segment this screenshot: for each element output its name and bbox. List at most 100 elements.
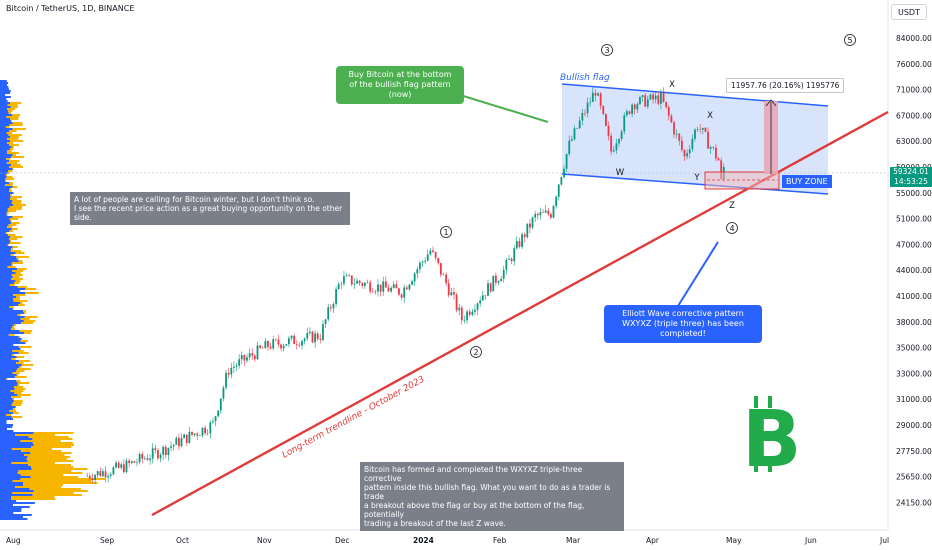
volume-profile-bar <box>20 478 105 480</box>
candle-body <box>636 104 639 110</box>
volume-profile-bar <box>0 304 19 306</box>
flag-upper-line <box>561 83 829 107</box>
volume-profile-bar <box>0 420 7 422</box>
candle-body <box>398 288 400 295</box>
volume-profile-bar <box>0 142 8 144</box>
candle-body <box>605 114 607 126</box>
volume-profile-bar <box>0 434 16 436</box>
volume-profile-bar <box>0 454 25 456</box>
volume-profile-bar <box>0 266 8 268</box>
candle-body <box>151 448 154 459</box>
candle-body <box>720 160 723 180</box>
volume-profile-bar <box>15 280 21 282</box>
volume-profile-bar <box>0 136 11 138</box>
candle-body <box>508 258 510 260</box>
bitcoin-winter-note: A lot of people are calling for Bitcoin … <box>70 192 350 225</box>
candle-body <box>673 122 675 135</box>
candle-body <box>387 287 390 292</box>
volume-profile-bar <box>0 288 26 290</box>
candle-body <box>154 448 157 451</box>
volume-profile-bar <box>9 410 16 412</box>
candle-body <box>109 474 112 476</box>
candle-body <box>589 101 592 103</box>
volume-profile-bar <box>0 366 20 368</box>
candle-body <box>699 129 702 130</box>
candle-body <box>363 283 366 286</box>
candle-body <box>578 120 581 129</box>
candle-body <box>455 294 458 311</box>
candle-body <box>240 354 243 360</box>
volume-profile-bar <box>0 138 7 140</box>
volume-profile-bar <box>12 402 23 404</box>
volume-profile-bar <box>0 342 26 344</box>
volume-profile-bar <box>0 460 28 462</box>
currency-button[interactable]: USDT <box>891 4 927 20</box>
volume-profile-bar <box>17 368 31 370</box>
buy-zone-label: BUY ZONE <box>782 175 832 188</box>
volume-profile-bar <box>0 322 22 324</box>
volume-profile-bar <box>0 408 13 410</box>
volume-profile-bar <box>31 468 88 470</box>
wave-circle <box>440 226 452 238</box>
volume-profile-bar <box>0 256 17 258</box>
candle-body <box>340 283 343 285</box>
volume-profile-bar <box>13 412 19 414</box>
candle-body <box>413 273 416 282</box>
candle-body <box>707 131 709 149</box>
volume-profile-bar <box>0 90 11 92</box>
price-tick-label: 25650.00 <box>896 473 932 482</box>
time-tick-label: Dec <box>335 536 350 545</box>
volume-profile-bar <box>19 366 22 368</box>
wave-letter: X <box>707 111 713 121</box>
volume-profile-bar <box>31 466 74 468</box>
candle-body <box>348 275 351 276</box>
volume-profile-bar <box>6 158 11 160</box>
candle-body <box>618 138 620 144</box>
candle-body <box>667 107 670 116</box>
volume-profile-bar <box>0 168 13 170</box>
volume-profile-bar <box>0 248 12 250</box>
wave-letter: W <box>616 168 625 178</box>
volume-profile-bar <box>0 126 6 128</box>
volume-profile-bar <box>0 276 13 278</box>
candle-body <box>343 276 345 284</box>
volume-profile-bar <box>11 404 22 406</box>
candle-body <box>675 133 678 135</box>
volume-profile-bar <box>20 340 28 342</box>
candle-body <box>329 307 332 309</box>
volume-profile-bar <box>23 320 36 322</box>
volume-profile-bar <box>0 468 32 470</box>
candle-body <box>157 450 159 459</box>
candle-body <box>518 241 521 247</box>
volume-profile-bar <box>13 400 23 402</box>
volume-profile-bar <box>0 302 21 304</box>
candle-body <box>408 284 411 290</box>
volume-profile-bar <box>0 152 7 154</box>
volume-profile-bar <box>0 192 14 194</box>
volume-profile-bar <box>0 208 8 210</box>
candle-body <box>277 339 280 345</box>
candle-body <box>251 353 254 356</box>
volume-profile-bar <box>0 300 14 302</box>
volume-profile-bar <box>0 230 10 232</box>
volume-profile-bar <box>28 464 72 466</box>
volume-profile-bar <box>0 124 10 126</box>
volume-profile-bar <box>18 470 72 472</box>
candle-body <box>235 365 238 367</box>
volume-profile-bar <box>10 140 24 142</box>
volume-profile-bar <box>30 452 72 454</box>
candle-body <box>369 282 372 292</box>
candle-body <box>447 283 450 296</box>
volume-profile-bar <box>0 360 19 362</box>
volume-profile-bar <box>7 244 9 246</box>
volume-profile-bar <box>0 242 10 244</box>
volume-profile-bar <box>0 422 7 424</box>
volume-profile-bar <box>0 318 21 320</box>
volume-profile-bar <box>0 194 11 196</box>
volume-profile-bar <box>0 452 31 454</box>
volume-profile-bar <box>0 352 19 354</box>
volume-profile-bar <box>12 372 20 374</box>
volume-profile-bar <box>5 184 13 186</box>
volume-profile-bar <box>0 180 6 182</box>
